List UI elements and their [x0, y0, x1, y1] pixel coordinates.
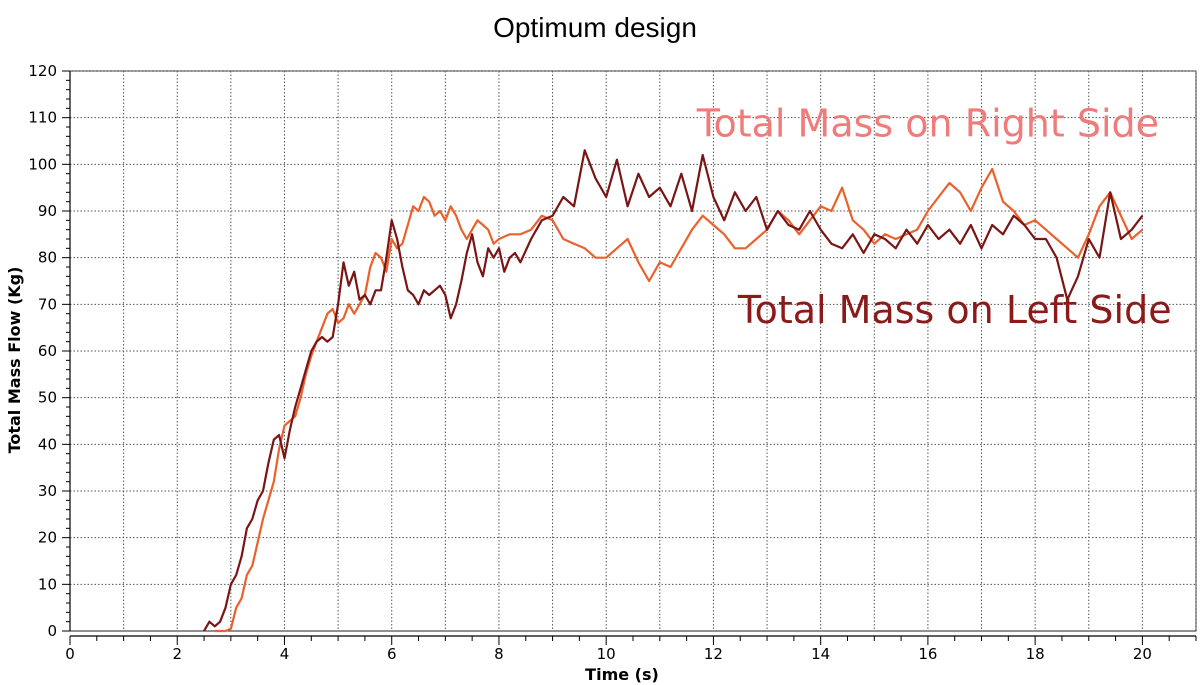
y-tick-label: 70: [38, 295, 57, 313]
x-tick-label: 20: [1133, 645, 1152, 663]
y-tick-label: 120: [28, 62, 57, 80]
y-tick-label: 10: [38, 575, 57, 593]
y-axis-label: Total Mass Flow (Kg): [5, 267, 24, 454]
x-tick-label: 14: [811, 645, 830, 663]
y-tick-label: 110: [28, 109, 57, 127]
series-label-right-side: Total Mass on Right Side: [696, 101, 1159, 145]
x-tick-label: 16: [918, 645, 937, 663]
x-tick-label: 0: [65, 645, 75, 663]
x-tick-label: 12: [704, 645, 723, 663]
axes: 0 10 20 30 40 50 60 70 80 90 100 110 120 0 2 4 6 8 10 12 14 1…: [28, 62, 1197, 663]
y-tick-label: 30: [38, 482, 57, 500]
x-axis-label: Time (s): [585, 665, 659, 684]
x-tick-label: 6: [387, 645, 397, 663]
y-tick-label: 100: [28, 155, 57, 173]
x-tick-label: 2: [172, 645, 182, 663]
series-labels: Total Mass on Right Side Total Mass on Le…: [696, 101, 1172, 332]
y-tick-label: 40: [38, 435, 57, 453]
x-tick-label: 18: [1026, 645, 1045, 663]
y-tick-label: 20: [38, 529, 57, 547]
series-lines: [203, 149, 1144, 633]
series-line-right-side: [214, 167, 1144, 633]
x-tick-label: 10: [597, 645, 616, 663]
chart-title: Optimum design: [493, 12, 697, 43]
y-tick-label: 0: [47, 622, 57, 640]
y-tick-label: 90: [38, 202, 57, 220]
grid: [69, 70, 1197, 632]
y-tick-label: 50: [38, 389, 57, 407]
y-tick-label: 80: [38, 249, 57, 267]
x-tick-label: 8: [494, 645, 504, 663]
series-line-left-side: [203, 149, 1144, 632]
y-tick-label: 60: [38, 342, 57, 360]
series-label-left-side: Total Mass on Left Side: [737, 288, 1172, 332]
x-tick-label: 4: [280, 645, 290, 663]
